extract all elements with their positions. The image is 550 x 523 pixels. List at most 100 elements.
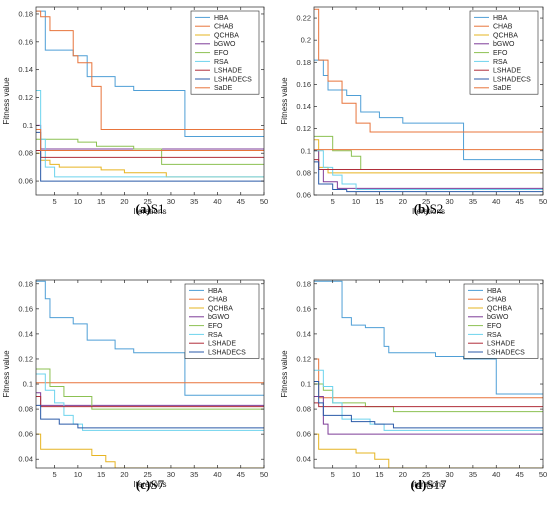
legend-label-chab: CHAB [208,297,228,304]
y-tick-label: 0.14 [18,65,33,74]
series-line-lshadecs [314,381,543,429]
x-tick-label: 20 [399,197,407,206]
x-tick-label: 15 [97,197,105,206]
legend-label-chab: CHAB [487,297,507,304]
series-line-rsa [314,150,543,190]
legend-box [463,283,539,359]
y-axis-label: Fitness value [280,77,289,125]
legend-label-hba: HBA [493,15,508,22]
panel-caption: (b)S2 [414,201,444,216]
y-tick-label: 0.06 [18,177,33,186]
series-line-efo [314,135,543,171]
x-tick-label: 15 [375,470,383,479]
y-tick-label: 0.14 [296,102,311,111]
x-tick-label: 45 [237,470,245,479]
y-tick-label: 0.18 [296,279,311,288]
y-tick-label: 0.14 [296,329,311,338]
y-tick-label: 0.1 [301,380,311,389]
x-tick-label: 20 [120,470,128,479]
x-tick-label: 10 [74,197,82,206]
x-tick-label: 25 [144,470,152,479]
y-tick-label: 0.06 [18,430,33,439]
panel-caption: (c)S7 [136,477,165,492]
legend-label-lshadecs: LSHADECS [208,349,246,356]
x-tick-label: 35 [190,470,198,479]
series-line-qchba [36,152,264,178]
x-tick-label: 50 [539,197,547,206]
series-lines [314,8,543,193]
series-line-rsa [36,373,264,431]
y-tick-label: 0.18 [296,58,311,67]
x-tick-label: 15 [375,197,383,206]
x-tick-label: 45 [515,470,523,479]
axes-box [313,279,544,469]
y-tick-label: 0.04 [18,455,33,464]
legend-label-sade: SaDE [214,85,233,92]
x-tick-label: 5 [331,197,335,206]
y-axis-label: Fitness value [280,350,289,398]
series-line-hba [36,10,264,138]
series-line-lshade [36,396,264,408]
series-line-chab [36,10,264,131]
legend-label-hba: HBA [487,288,502,295]
legend-label-qchba: QCHBA [214,32,239,39]
axes-box [35,6,265,196]
x-tick-label: 50 [260,197,268,206]
panel-caption-name: S1 [151,201,165,216]
legend-label-lshade: LSHADE [214,68,242,75]
x-tick-label: 25 [422,197,430,206]
legend-label-hba: HBA [208,288,223,295]
panel-caption-label: (a) [136,201,151,216]
x-tick-label: 5 [53,197,57,206]
legend-label-lshadecs: LSHADECS [493,76,531,83]
series-line-chab [314,8,543,133]
y-axis-label: Fitness value [2,350,11,398]
y-tick-label: 0.18 [18,279,33,288]
legend-label-rsa: RSA [493,59,508,66]
panel-c-s7: 5 10 15 20 25 30 35 40 45 50 0.04 0.06 0.08 0.1 0.12 0.… [2,279,268,492]
legend-label-qchba: QCHBA [208,305,233,312]
legend-label-bgwo: bGWO [493,41,515,48]
y-tick-label: 0.16 [296,80,311,89]
x-axis-label: Iterations [134,207,167,216]
y-tick-label: 0.08 [18,149,33,158]
y-tick-label: 0.12 [296,124,311,133]
legend-label-rsa: RSA [208,332,223,339]
legend-label-lshade: LSHADE [208,341,236,348]
series-line-hba [314,280,543,395]
panel-caption-label: (d) [410,477,426,492]
x-tick-label: 45 [237,197,245,206]
series-line-rsa [36,90,264,178]
x-tick-label: 40 [492,470,500,479]
x-axis-label: Iterations [134,480,167,489]
x-tick-label: 25 [422,470,430,479]
x-tick-label: 35 [469,470,477,479]
series-line-qchba [314,433,543,468]
legend-label-lshade: LSHADE [493,68,521,75]
x-tick-label: 5 [53,470,57,479]
series-line-hba [36,280,264,396]
legend-label-lshadecs: LSHADECS [487,349,525,356]
y-tick-label: 0.16 [296,304,311,313]
y-axis-label: Fitness value [2,77,11,125]
legend-label-efo: EFO [487,323,502,330]
legend-label-hba: HBA [214,15,229,22]
y-tick-label: 0.06 [296,191,311,200]
legend-label-chab: CHAB [214,24,234,31]
series-line-bgwo [314,396,543,435]
panel-caption-label: (b) [414,201,430,216]
panel-b-s2: 5 10 15 20 25 30 35 40 45 50 0.06 0.08 0.1 0.12 0.14 0.… [280,6,547,216]
legend-label-qchba: QCHBA [487,305,512,312]
series-line-hba [314,59,543,161]
series-line-rsa [314,369,543,431]
axes-box [35,279,265,469]
x-tick-label: 30 [445,470,453,479]
x-tick-label: 30 [445,197,453,206]
x-tick-label: 50 [260,470,268,479]
series-line-sade [36,129,264,151]
legend-label-chab: CHAB [493,24,513,31]
